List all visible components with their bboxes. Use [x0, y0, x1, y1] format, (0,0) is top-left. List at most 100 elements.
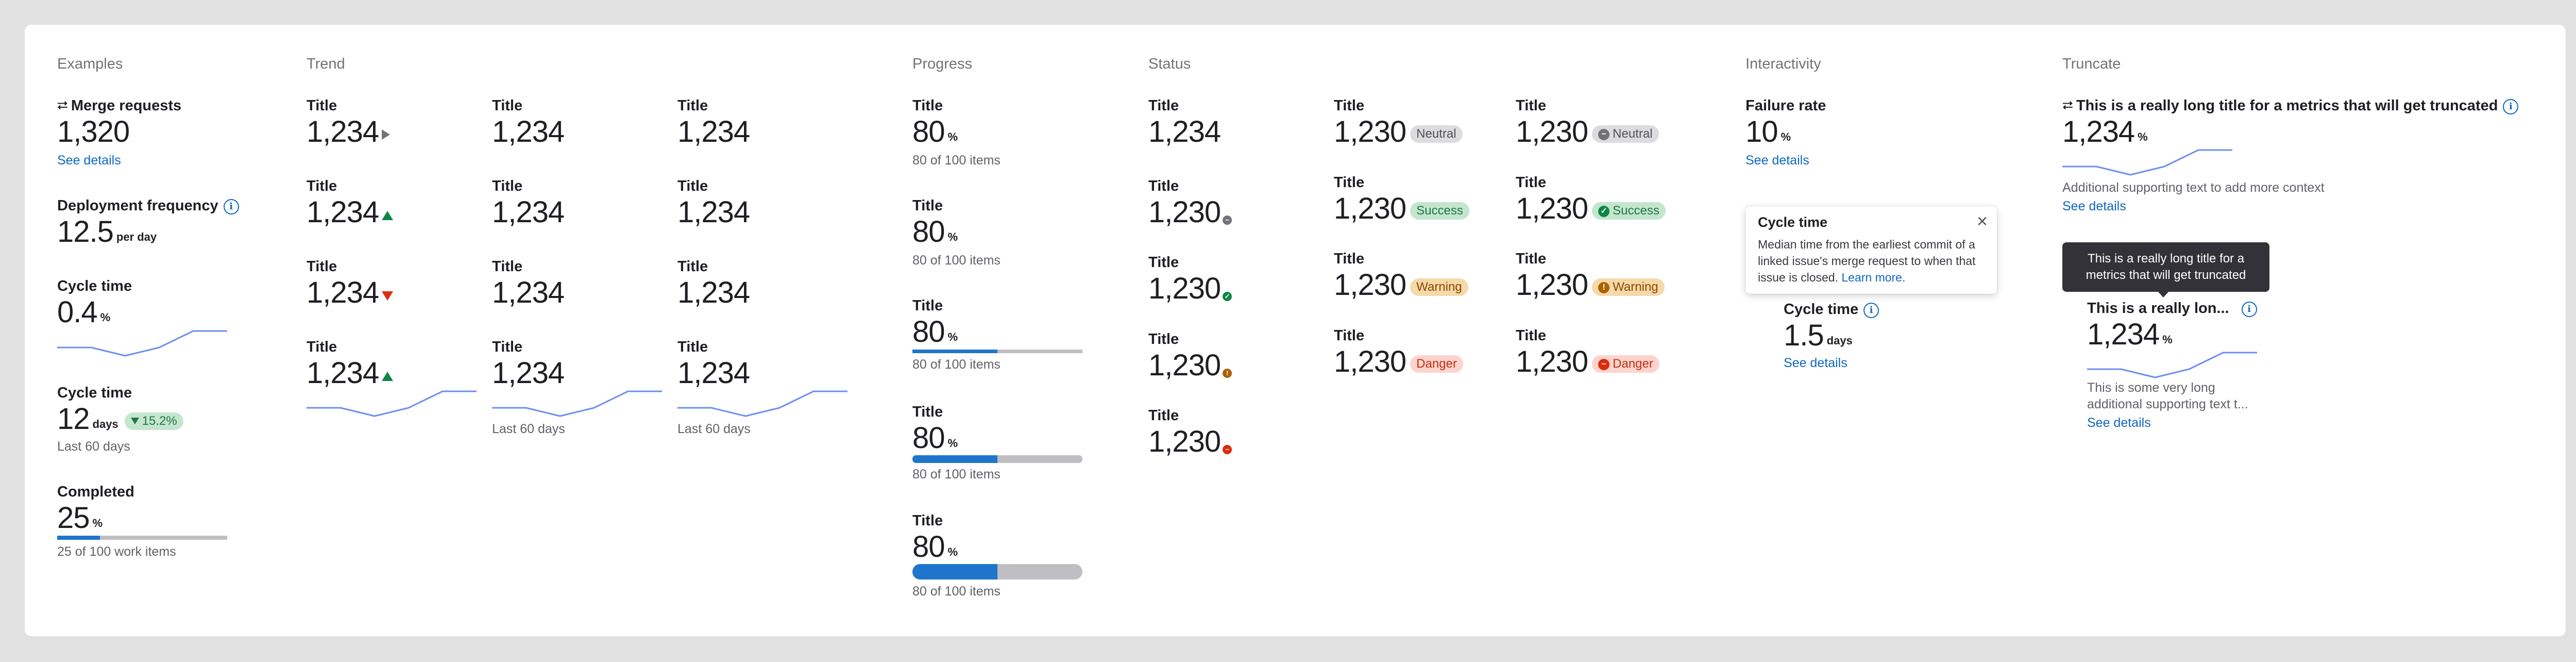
- trend-sparkline: [677, 390, 848, 417]
- completed-progress-bar: [57, 536, 227, 540]
- status-value-danger-icon-badge: 1,230− Danger: [1516, 347, 1659, 377]
- status-value-warning-badge: 1,230 Warning: [1334, 270, 1468, 300]
- info-icon[interactable]: i: [2503, 99, 2519, 114]
- progress-title: Title: [912, 97, 943, 114]
- trend-title: Title: [307, 97, 337, 114]
- trend-value: 1,234: [492, 115, 565, 148]
- trend-value-neutral: 1,234: [307, 117, 391, 147]
- info-icon[interactable]: i: [1863, 303, 1879, 318]
- truncated-title: This is a really lon... i: [2087, 300, 2257, 317]
- trend-title: Title: [677, 97, 708, 114]
- deployment-frequency-value: 12.5 per day: [57, 215, 157, 249]
- progress-title: Title: [912, 404, 943, 420]
- status-value-danger-badge: 1,230 Danger: [1334, 347, 1463, 377]
- learn-more-link[interactable]: Learn more.: [1841, 271, 1906, 284]
- cycle-time-days-title: Cycle time: [57, 385, 132, 401]
- metrics-showcase-card: Examples ⮂ Merge requests 1,320 See detai…: [25, 25, 2566, 636]
- section-label-truncate: Truncate: [2062, 56, 2121, 72]
- merge-request-icon: ⮂: [2062, 97, 2073, 113]
- completed-progress-fill: [57, 536, 100, 540]
- trend-value: 1,234: [677, 195, 750, 229]
- arrow-down-icon: [130, 418, 139, 424]
- merge-requests-value: 1,320: [57, 115, 130, 148]
- trend-value: 1,234: [677, 356, 750, 390]
- cycle-time-title: Cycle time i: [1784, 301, 1879, 318]
- status-value-warning-icon-badge: 1,230! Warning: [1516, 270, 1665, 300]
- completed-subtext: 25 of 100 work items: [57, 544, 176, 559]
- trend-subtext: Last 60 days: [677, 422, 751, 436]
- trend-title: Title: [677, 178, 708, 194]
- cycle-time-see-details-link[interactable]: See details: [1784, 356, 1848, 370]
- status-neutral-icon: −: [1223, 216, 1232, 225]
- status-value-neutral: 1,230−: [1148, 197, 1232, 227]
- status-title: Title: [1516, 97, 1547, 114]
- progress-value: 80%: [912, 530, 958, 564]
- truncate-title: ⮂ This is a really long title for a metri…: [2062, 97, 2519, 114]
- status-title: Title: [1516, 327, 1547, 344]
- cycle-time-value: 1.5 days: [1784, 319, 1853, 352]
- title-tooltip: This is a really long title for a metric…: [2062, 242, 2269, 297]
- status-value: 1,234: [1148, 115, 1221, 148]
- trend-up-icon: [382, 372, 394, 381]
- progress-value: 80%: [912, 115, 958, 148]
- completed-title: Completed: [57, 484, 134, 500]
- status-title: Title: [1148, 254, 1179, 271]
- progress-subtext: 80 of 100 items: [912, 584, 1001, 599]
- progress-bar-medium: [912, 455, 1082, 463]
- progress-value: 80%: [912, 315, 958, 349]
- progress-title: Title: [912, 297, 943, 314]
- tooltip-arrow: [2158, 291, 2169, 297]
- sparkline-path: [307, 390, 477, 417]
- danger-icon: −: [1598, 358, 1610, 370]
- trend-title: Title: [677, 339, 708, 355]
- neutral-icon: −: [1598, 128, 1610, 140]
- truncate-subtext: Additional supporting text to add more c…: [2062, 180, 2325, 195]
- progress-value: 80%: [912, 215, 958, 249]
- tooltip-text: This is a really long title for a metric…: [2086, 252, 2246, 282]
- warning-icon: !: [1598, 282, 1610, 293]
- merge-request-icon: ⮂: [57, 97, 68, 113]
- info-icon[interactable]: i: [2241, 302, 2257, 317]
- failure-rate-see-details-link[interactable]: See details: [1745, 153, 1809, 168]
- status-value-success-badge: 1,230 Success: [1334, 194, 1469, 224]
- delta-badge: 15.2%: [124, 412, 183, 430]
- progress-title: Title: [912, 197, 943, 214]
- trend-value-up: 1,234: [307, 197, 394, 227]
- status-title: Title: [1148, 331, 1179, 347]
- section-label-interactivity: Interactivity: [1745, 56, 1821, 72]
- truncate-sparkline: [2062, 149, 2232, 176]
- trend-title: Title: [492, 97, 523, 114]
- trend-down-icon: [382, 291, 394, 301]
- info-icon[interactable]: i: [223, 199, 239, 214]
- trend-title: Title: [492, 258, 523, 275]
- progress-bar-small: [912, 350, 1082, 353]
- truncate-value: 1,234%: [2062, 115, 2148, 148]
- trend-title: Title: [492, 339, 523, 355]
- truncated-subtext-line-2: additional supporting text t...: [2087, 397, 2248, 411]
- close-icon[interactable]: ×: [1976, 210, 1988, 231]
- truncated-see-details-link[interactable]: See details: [2087, 416, 2151, 430]
- success-badge: Success: [1410, 202, 1469, 220]
- trend-value: 1,234: [492, 276, 565, 309]
- truncate-see-details-link[interactable]: See details: [2062, 199, 2126, 213]
- sparkline-path: [492, 390, 662, 417]
- sparkline-path: [2062, 149, 2232, 176]
- section-label-progress: Progress: [912, 56, 973, 72]
- progress-value: 80%: [912, 421, 958, 455]
- warning-icon-badge: ! Warning: [1592, 278, 1665, 296]
- progress-subtext: 80 of 100 items: [912, 357, 1001, 372]
- truncated-subtext-line-1: This is some very long: [2087, 380, 2215, 395]
- failure-rate-title: Failure rate: [1745, 97, 1826, 114]
- progress-subtext: 80 of 100 items: [912, 253, 1001, 268]
- truncated-sparkline: [2087, 352, 2257, 378]
- merge-requests-see-details-link[interactable]: See details: [57, 153, 121, 168]
- danger-icon-badge: − Danger: [1592, 355, 1659, 373]
- check-circle-icon: ✓: [1598, 205, 1610, 217]
- trend-subtext: Last 60 days: [492, 422, 565, 436]
- cycle-time-value: 0.4%: [57, 295, 111, 329]
- status-value-neutral-badge: 1,230 Neutral: [1334, 117, 1463, 147]
- progress-subtext: 80 of 100 items: [912, 467, 1001, 482]
- section-label-examples: Examples: [57, 56, 123, 72]
- status-warning-icon: !: [1223, 369, 1232, 378]
- success-icon-badge: ✓ Success: [1592, 202, 1666, 220]
